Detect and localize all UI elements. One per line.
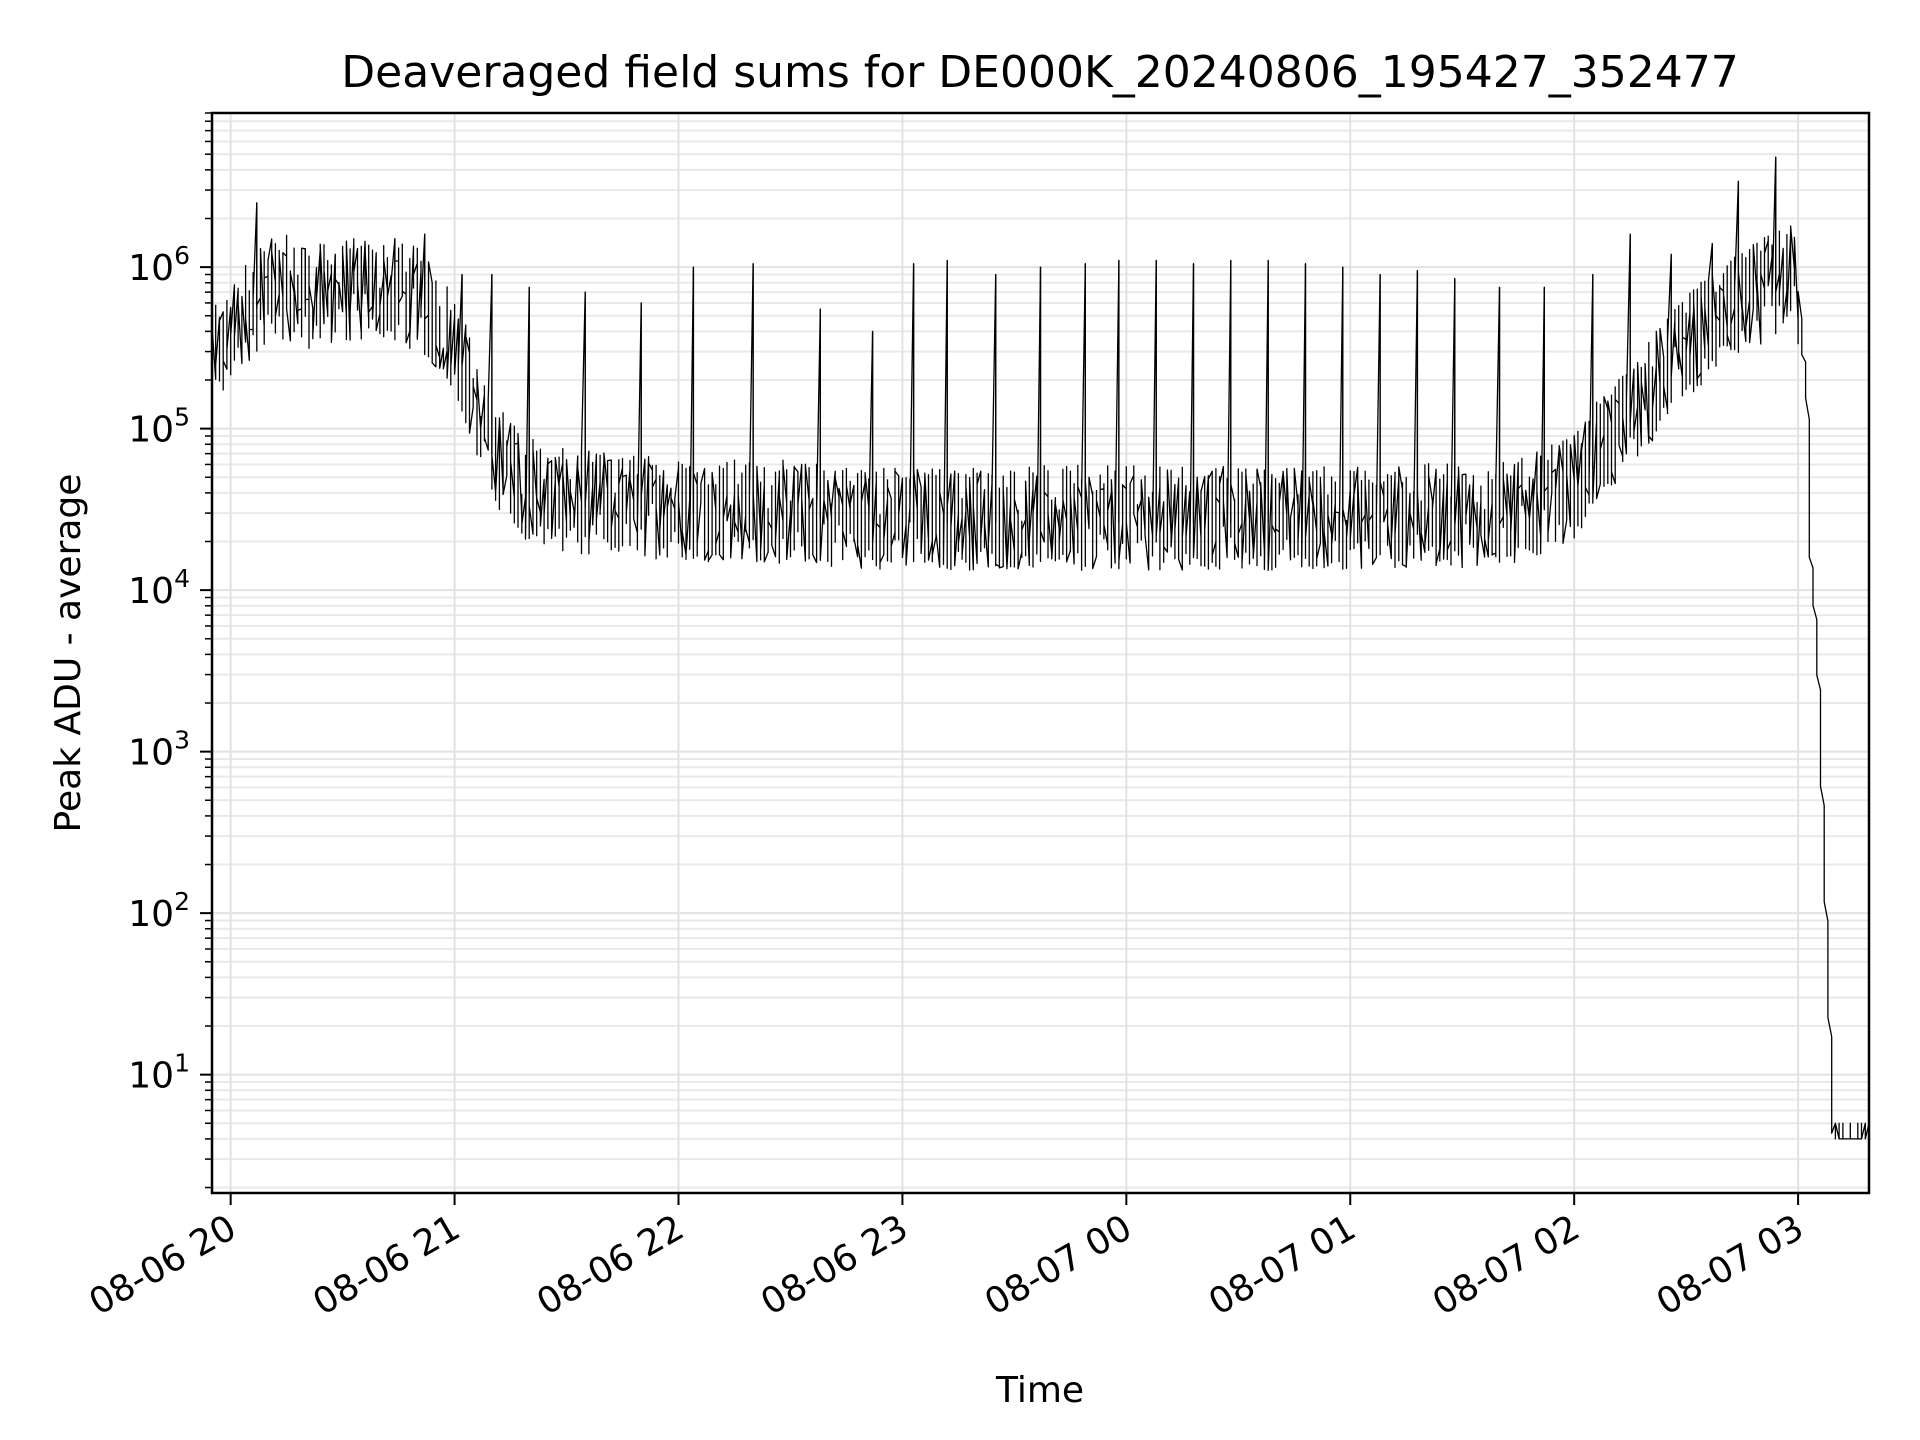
y-tick-label: 101 <box>128 1049 190 1097</box>
x-axis-label: Time <box>995 1370 1084 1411</box>
series-line <box>211 156 1870 1140</box>
y-tick-label: 105 <box>128 403 190 451</box>
y-axis-label: Peak ADU - average <box>48 474 89 833</box>
y-tick-label: 104 <box>128 564 190 612</box>
y-tick-label: 102 <box>128 887 190 935</box>
y-tick-label: 103 <box>128 726 190 774</box>
chart-title: Deaveraged field sums for DE000K_2024080… <box>341 47 1738 98</box>
series-layer <box>211 156 1870 1140</box>
y-tick-label: 106 <box>128 241 190 289</box>
plot-frame <box>210 111 1871 1195</box>
